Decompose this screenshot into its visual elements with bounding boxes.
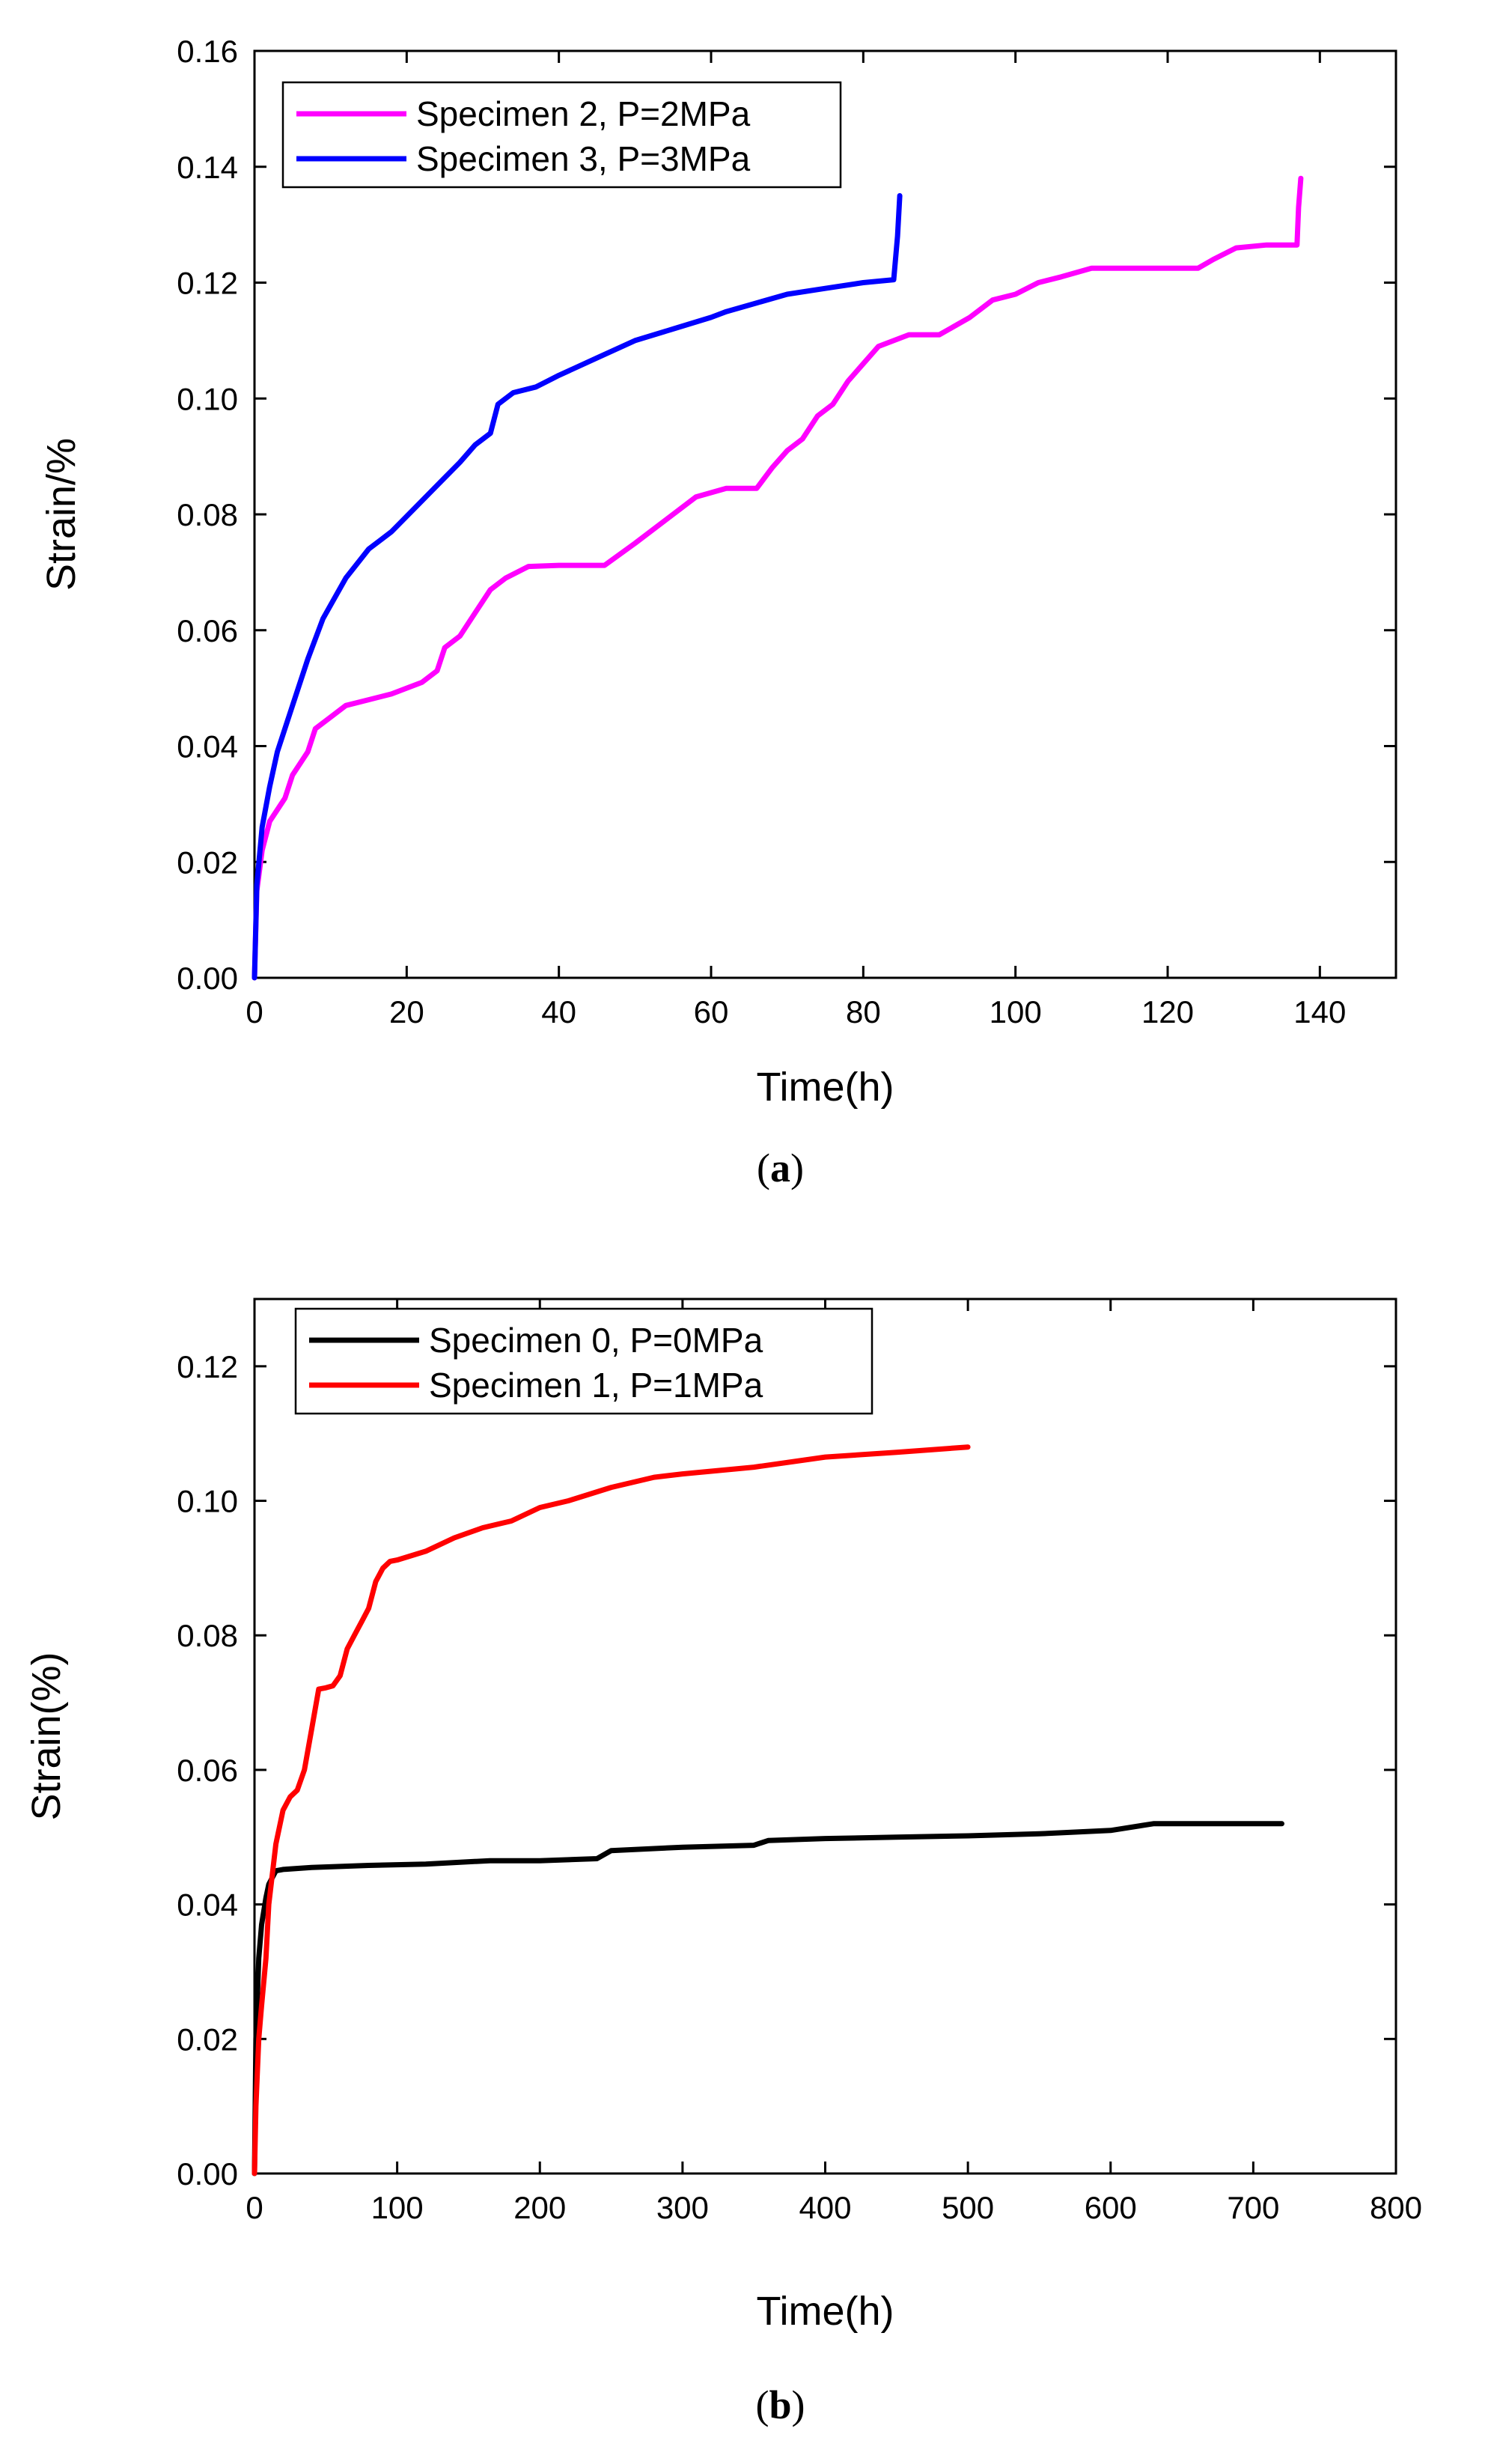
chart2-legend-box (294, 1307, 874, 1415)
chart1-y-axis-title: Strain/% (39, 438, 84, 591)
chart1-x-tick-label: 0 (246, 994, 263, 1029)
chart2-x-tick-label: 0 (246, 2190, 263, 2225)
chart1-y-tick-label: 0.12 (177, 266, 238, 301)
chart2-x-tick-label: 600 (1085, 2190, 1137, 2225)
panel-a: 0 20 40 60 80 100 120 140 0.00 0.02 0.04 0.06 0.08 0.… (39, 34, 1397, 1190)
chart2-legend-label-1: Specimen 0, P=0MPa (429, 1321, 763, 1360)
chart1-y-tick-label: 0.02 (177, 845, 238, 880)
chart1-legend-label-2: Specimen 3, P=3MPa (416, 139, 751, 178)
chart1-panel-caption: (a) (757, 1146, 804, 1190)
chart1-x-tick-label: 80 (846, 994, 881, 1029)
chart1-series-line-2 (251, 192, 903, 981)
chart1-y-tick-label: 0.06 (177, 613, 238, 648)
chart2-x-axis-title: Time(h) (757, 2289, 894, 2334)
chart2-y-tick-label: 0.10 (177, 1484, 238, 1519)
chart2-x-tick-label: 700 (1227, 2190, 1279, 2225)
panel-b: 0 100 200 300 400 500 600 700 800 0.00 0.02 0.04 0.0… (24, 1298, 1422, 2427)
chart2-x-tick-label: 300 (656, 2190, 709, 2225)
chart2-y-tick-label: 0.08 (177, 1618, 238, 1653)
chart2-x-tick-label: 800 (1370, 2190, 1422, 2225)
chart1-y-tick-label: 0.08 (177, 497, 238, 532)
chart2-x-tick-label: 400 (799, 2190, 851, 2225)
chart2-panel-caption: (b) (755, 2382, 805, 2427)
chart2-y-axis-title: Strain(%) (24, 1652, 69, 1820)
chart1-legend-box (281, 81, 842, 189)
chart2-y-tick-label: 0.06 (177, 1753, 238, 1788)
chart2-x-tick-label: 100 (371, 2190, 424, 2225)
chart2-y-tick-label: 0.04 (177, 1887, 238, 1923)
chart2-x-tick-label: 200 (513, 2190, 566, 2225)
chart2-series-line-1 (251, 1821, 1284, 2176)
chart1-x-tick-label: 20 (389, 994, 424, 1029)
chart1-legend-label-1: Specimen 2, P=2MPa (416, 94, 751, 133)
chart1-y-tick-label: 0.14 (177, 150, 238, 185)
chart1-x-tick-label: 120 (1141, 994, 1194, 1029)
chart2-y-tick-label: 0.12 (177, 1349, 238, 1384)
chart1-x-tick-label: 60 (694, 994, 729, 1029)
chart1-y-tick-label: 0.10 (177, 381, 238, 416)
chart2-x-tick-label: 500 (942, 2190, 994, 2225)
chart1-x-axis-title: Time(h) (757, 1065, 894, 1110)
chart2-legend-label-2: Specimen 1, P=1MPa (429, 1366, 763, 1405)
chart2-y-tick-label: 0.00 (177, 2156, 238, 2191)
chart2-series-line-2 (251, 1444, 971, 2176)
chart2-panel-letter: b (769, 2382, 791, 2427)
chart2-y-tick-label: 0.02 (177, 2022, 238, 2057)
chart1-y-tick-label: 0.04 (177, 729, 238, 764)
chart1-x-tick-label: 140 (1293, 994, 1346, 1029)
chart1-panel-letter: a (770, 1146, 790, 1190)
chart1-series-line-1 (251, 175, 1304, 981)
chart1-y-tick-label: 0.00 (177, 961, 238, 996)
chart1-x-tick-label: 40 (541, 994, 576, 1029)
chart1-x-tick-label: 100 (990, 994, 1042, 1029)
chart1-y-tick-label: 0.16 (177, 34, 238, 69)
